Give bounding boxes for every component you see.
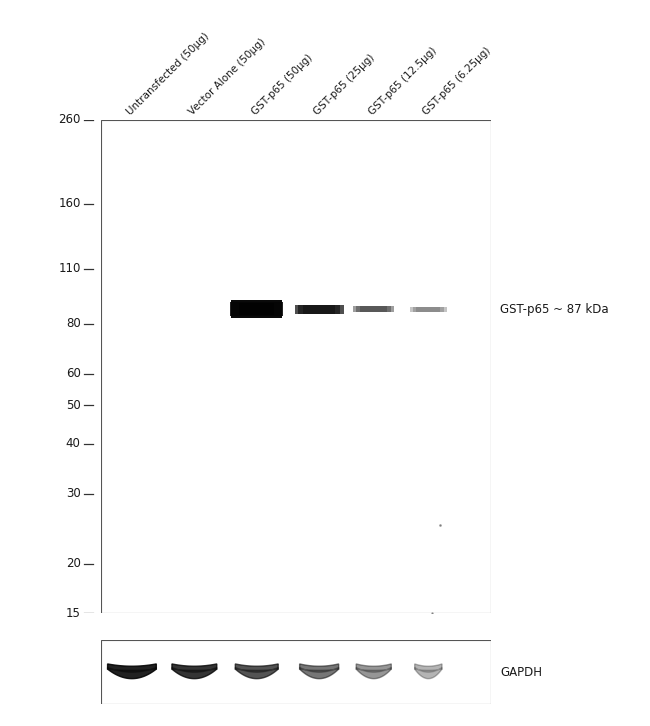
Bar <box>231 302 283 316</box>
Bar <box>413 307 444 311</box>
Text: 160: 160 <box>58 197 81 211</box>
Bar <box>304 305 335 314</box>
Text: 15: 15 <box>66 607 81 620</box>
Polygon shape <box>108 664 156 679</box>
Text: 20: 20 <box>66 557 81 570</box>
Text: GST-p65 ~ 87 kDa: GST-p65 ~ 87 kDa <box>500 303 609 316</box>
Bar <box>295 305 344 314</box>
Bar <box>356 306 391 312</box>
Text: 30: 30 <box>66 487 81 500</box>
Polygon shape <box>108 667 156 672</box>
Bar <box>354 306 394 312</box>
Polygon shape <box>356 667 391 672</box>
Bar <box>361 306 387 312</box>
Polygon shape <box>356 664 391 679</box>
Text: 50: 50 <box>66 399 81 412</box>
Text: GST-p65 (50μg): GST-p65 (50μg) <box>250 53 314 118</box>
Polygon shape <box>300 664 339 679</box>
Polygon shape <box>300 667 339 672</box>
Bar <box>240 302 274 316</box>
Polygon shape <box>172 664 216 679</box>
Polygon shape <box>235 664 278 679</box>
Text: 60: 60 <box>66 367 81 380</box>
Polygon shape <box>415 664 442 679</box>
Text: GAPDH: GAPDH <box>500 666 542 679</box>
Polygon shape <box>172 667 216 672</box>
Text: 260: 260 <box>58 113 81 126</box>
Text: Untransfected (50μg): Untransfected (50μg) <box>125 31 211 118</box>
Bar <box>231 301 282 318</box>
Text: 80: 80 <box>66 317 81 330</box>
Polygon shape <box>415 667 442 672</box>
Bar <box>416 307 441 311</box>
Text: 110: 110 <box>58 262 81 275</box>
Text: GST-p65 (12.5μg): GST-p65 (12.5μg) <box>367 46 438 118</box>
Text: Vector Alone (50μg): Vector Alone (50μg) <box>187 37 268 118</box>
Bar <box>239 303 274 315</box>
Text: GST-p65 (6.25μg): GST-p65 (6.25μg) <box>421 46 493 118</box>
Text: GST-p65 (25μg): GST-p65 (25μg) <box>312 53 377 118</box>
Bar <box>235 302 279 316</box>
Polygon shape <box>235 667 278 672</box>
Bar <box>298 305 340 314</box>
Bar <box>410 307 447 311</box>
Text: 40: 40 <box>66 437 81 450</box>
